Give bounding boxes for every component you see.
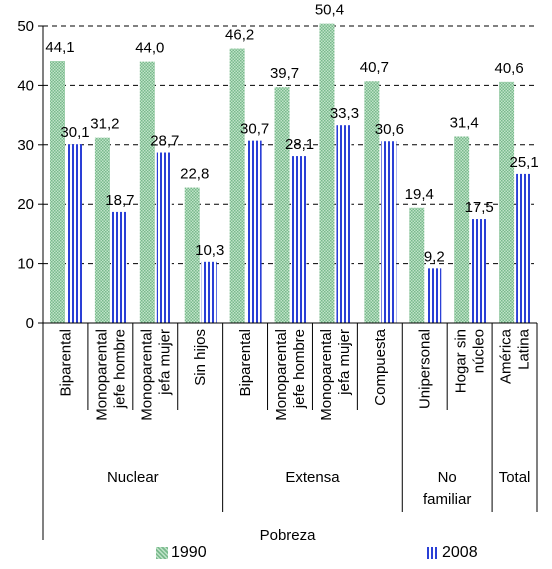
category-label-8: Unipersonal — [417, 329, 434, 409]
group-label-1: Extensa — [285, 469, 340, 486]
legend-label-1990: 1990 — [171, 544, 207, 561]
group-label-2: familiar — [423, 491, 471, 508]
bar-2008-1 — [111, 211, 127, 323]
data-label-2008-4: 30,7 — [240, 121, 269, 138]
legend-label-2008: 2008 — [442, 544, 478, 561]
data-label-2008-7: 30,6 — [375, 121, 404, 138]
category-label-6: Monoparental — [318, 329, 335, 421]
category-label-3: Sin hijos — [192, 329, 209, 386]
data-label-1990-3: 22,8 — [180, 166, 209, 183]
data-label-2008-3: 10,3 — [195, 242, 224, 259]
bar-1990-5 — [274, 87, 290, 323]
data-label-2008-6: 33,3 — [330, 105, 359, 122]
bars — [50, 23, 532, 324]
bar-1990-7 — [364, 81, 380, 323]
bar-2008-9 — [471, 219, 487, 323]
data-label-1990-1: 31,2 — [90, 116, 119, 133]
data-label-1990-5: 39,7 — [270, 65, 299, 82]
data-label-1990-8: 19,4 — [405, 186, 434, 203]
y-tick-label: 30 — [17, 137, 34, 154]
data-label-2008-0: 30,1 — [60, 124, 89, 141]
category-label-5: Monoparental — [273, 329, 290, 421]
data-label-2008-10: 25,1 — [509, 154, 538, 171]
data-label-1990-4: 46,2 — [225, 27, 254, 44]
category-label-10: América — [498, 328, 515, 384]
legend-item-2008: 2008 — [427, 544, 478, 562]
category-label-2: jefa mujer — [156, 329, 173, 396]
category-label-9: Hogar sin — [453, 329, 470, 393]
category-labels: Biparental Monoparental jefe hombre Monopar… — [57, 328, 532, 540]
category-label-6: jefa mujer — [336, 329, 353, 396]
bar-1990-10 — [499, 81, 515, 323]
supergroup-label: Pobreza — [260, 527, 317, 540]
data-label-2008-1: 18,7 — [105, 192, 134, 209]
data-label-2008-9: 17,5 — [465, 199, 494, 216]
category-label-5: jefe hombre — [291, 329, 308, 409]
bar-1990-1 — [94, 137, 110, 323]
category-label-4: Biparental — [237, 329, 254, 397]
legend-swatch-2008 — [427, 547, 439, 559]
bar-1990-2 — [139, 61, 155, 323]
bar-chart: 0 10 20 30 40 50 44,1 31,2 44,0 22,8 46,2 39,7 50,4… — [17, 2, 539, 540]
category-label-9: núcleo — [471, 329, 488, 373]
data-label-1990-10: 40,6 — [494, 60, 523, 77]
category-label-2: Monoparental — [138, 329, 155, 421]
data-label-1990-2: 44,0 — [135, 40, 164, 57]
data-label-2008-5: 28,1 — [285, 136, 314, 153]
y-tick-label: 50 — [17, 18, 34, 35]
bar-1990-8 — [409, 207, 425, 323]
bar-2008-2 — [156, 152, 172, 323]
data-label-2008-2: 28,7 — [150, 133, 179, 150]
data-label-1990-7: 40,7 — [360, 59, 389, 76]
bar-2008-10 — [516, 173, 532, 323]
category-label-1: Monoparental — [93, 329, 110, 421]
bar-1990-9 — [454, 136, 470, 323]
bar-1990-0 — [50, 61, 65, 324]
data-label-2008-8: 9,2 — [424, 248, 445, 265]
bar-2008-3 — [201, 261, 217, 323]
bar-1990-3 — [184, 187, 200, 323]
y-tick-label: 20 — [17, 196, 34, 213]
bar-2008-5 — [291, 156, 307, 323]
data-label-1990-9: 31,4 — [450, 114, 479, 131]
y-tick-label: 10 — [17, 256, 34, 273]
bar-2008-6 — [336, 125, 352, 323]
category-label-10: Latina — [516, 328, 533, 370]
category-label-7: Compuesta — [372, 328, 389, 405]
data-label-1990-6: 50,4 — [315, 2, 344, 19]
group-label-0: Nuclear — [107, 469, 159, 486]
bar-2008-0 — [67, 144, 82, 323]
category-label-0: Biparental — [57, 329, 74, 397]
group-label-3: Total — [499, 469, 531, 486]
legend-swatch-1990 — [156, 547, 168, 559]
y-tick-label: 40 — [17, 77, 34, 94]
legend-item-1990: 1990 — [156, 544, 207, 562]
axes: 0 10 20 30 40 50 — [17, 18, 538, 540]
category-label-1: jefe hombre — [111, 329, 128, 409]
bar-2008-4 — [246, 140, 262, 323]
group-label-2: No — [438, 469, 457, 486]
data-label-1990-0: 44,1 — [45, 39, 74, 56]
bar-2008-7 — [381, 141, 397, 323]
bar-1990-4 — [229, 48, 245, 324]
bar-2008-8 — [426, 268, 442, 323]
bar-1990-6 — [319, 23, 335, 324]
y-tick-label: 0 — [26, 315, 34, 332]
data-labels: 44,1 31,2 44,0 22,8 46,2 39,7 50,4 40,7 19,4 31,4… — [45, 2, 538, 266]
